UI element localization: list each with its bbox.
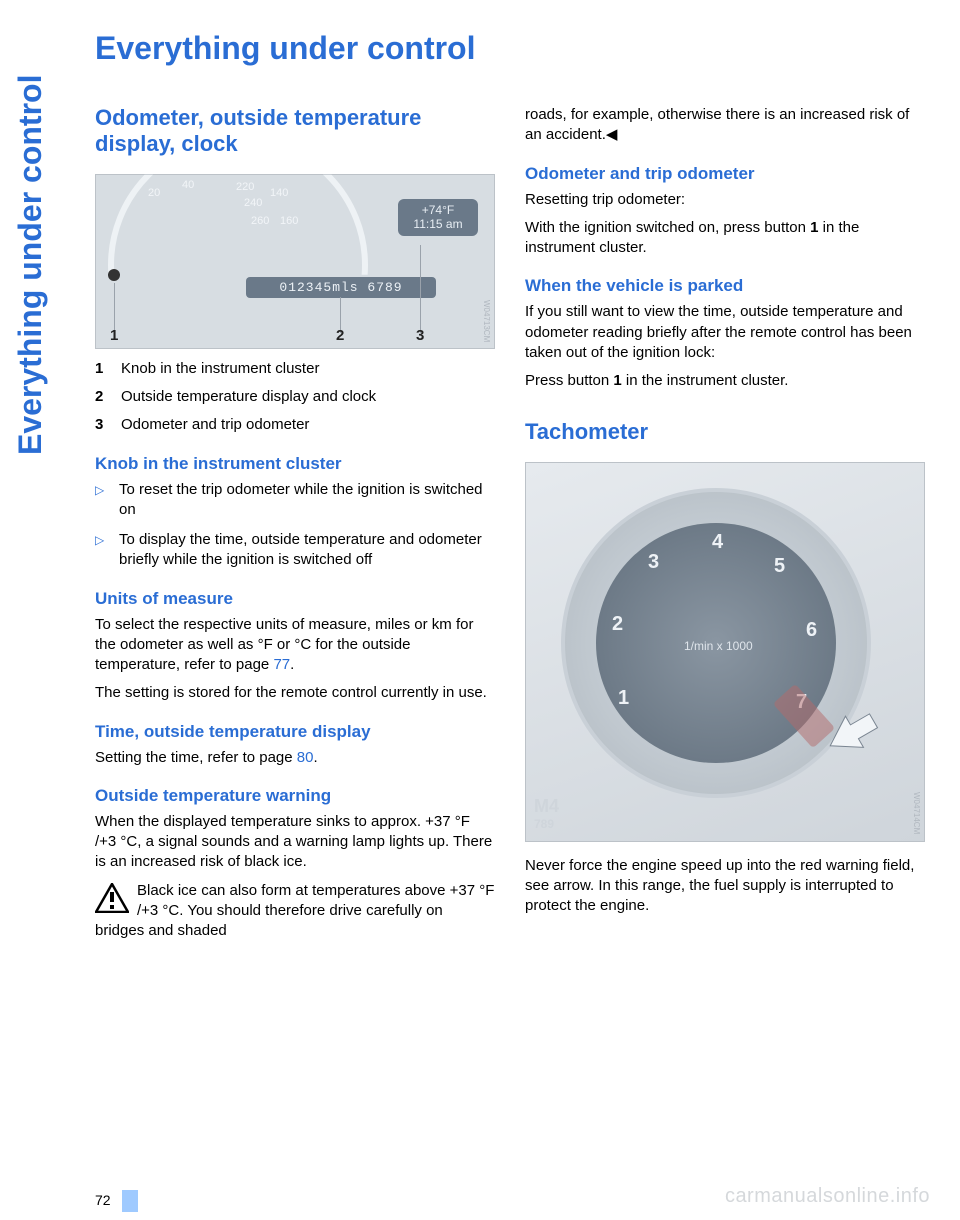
two-column-layout: Odometer, outside temperature display, c… [95, 105, 925, 949]
paragraph: When the displayed temperature sinks to … [95, 812, 495, 873]
button-ref: 1 [810, 219, 818, 236]
bullet-item: ▷ To reset the trip odometer while the i… [95, 480, 495, 521]
subheading-knob: Knob in the instrument cluster [95, 454, 495, 474]
gauge-tick: 220 [236, 181, 254, 193]
legend-num: 1 [95, 359, 109, 379]
corner-label: M4 789 [534, 796, 559, 831]
figure-legend: 1 Knob in the instrument cluster 2 Outsi… [95, 359, 495, 436]
subheading-time-temp: Time, outside temperature display [95, 722, 495, 742]
text: . [313, 749, 317, 766]
legend-num: 3 [95, 415, 109, 435]
triangle-bullet-icon: ▷ [95, 482, 109, 521]
page-link[interactable]: 77 [273, 656, 290, 673]
legend-item: 3 Odometer and trip odometer [95, 415, 495, 435]
legend-text: Outside temperature display and clock [121, 387, 376, 407]
temp-time-display: +74°F 11:15 am [398, 199, 478, 236]
text: in the instrument cluster. [622, 372, 789, 389]
section-heading-tachometer: Tachometer [525, 419, 925, 445]
corner-text: M4 [534, 796, 559, 817]
page-number-bar [122, 1190, 138, 1212]
paragraph: To select the respective units of measur… [95, 615, 495, 676]
bullet-text: To display the time, outside temperature… [119, 530, 495, 571]
dial-num: 3 [648, 551, 659, 574]
legend-text: Knob in the instrument cluster [121, 359, 319, 379]
legend-num: 2 [95, 387, 109, 407]
dial-num: 2 [612, 613, 623, 636]
arrow-icon [824, 709, 884, 769]
figure-code: W04713CM [482, 300, 491, 342]
page-body: Everything under control Odometer, outsi… [95, 30, 925, 1190]
corner-text: 789 [534, 817, 559, 831]
legend-item: 2 Outside temperature display and clock [95, 387, 495, 407]
warning-text: Black ice can also form at temperatures … [95, 882, 494, 940]
page-title: Everything under control [95, 30, 925, 67]
paragraph-continuation: roads, for example, otherwise there is a… [525, 105, 925, 146]
dial-num: 4 [712, 531, 723, 554]
odometer-display: 012345mls 6789 [246, 277, 436, 298]
figure-instrument-cluster: 20 40 140 220 240 260 160 +74°F 11:15 am… [95, 174, 495, 349]
text: . [290, 656, 294, 673]
warning-paragraph: Black ice can also form at temperatures … [95, 881, 495, 942]
section-heading-odometer: Odometer, outside temperature display, c… [95, 105, 495, 158]
dial-num: 5 [774, 555, 785, 578]
subheading-odo-trip: Odometer and trip odometer [525, 164, 925, 184]
page-number: 72 [95, 1192, 111, 1208]
paragraph: With the ignition switched on, press but… [525, 218, 925, 259]
callout-3: 3 [416, 327, 424, 344]
paragraph: Resetting trip odometer: [525, 190, 925, 210]
legend-text: Odometer and trip odometer [121, 415, 309, 435]
paragraph: Press button 1 in the instrument cluster… [525, 371, 925, 391]
warning-triangle-icon [95, 883, 129, 913]
bullet-text: To reset the trip odometer while the ign… [119, 480, 495, 521]
gauge-tick: 20 [148, 187, 160, 199]
subheading-units: Units of measure [95, 589, 495, 609]
gauge-tick: 260 [251, 215, 269, 227]
gauge-tick: 40 [182, 179, 194, 191]
paragraph: If you still want to view the time, outs… [525, 302, 925, 363]
subheading-parked: When the vehicle is parked [525, 276, 925, 296]
page-link[interactable]: 80 [297, 749, 314, 766]
side-running-title: Everything under control [12, 75, 49, 455]
text: Setting the time, refer to page [95, 749, 297, 766]
temp-value: +74°F [400, 203, 476, 217]
legend-item: 1 Knob in the instrument cluster [95, 359, 495, 379]
subheading-temp-warning: Outside temperature warning [95, 786, 495, 806]
callout-1: 1 [110, 327, 118, 344]
text: Press button [525, 372, 613, 389]
left-column: Odometer, outside temperature display, c… [95, 105, 495, 949]
gauge-tick: 240 [244, 197, 262, 209]
dial-label: 1/min x 1000 [684, 639, 753, 653]
gauge-tick: 140 [270, 187, 288, 199]
paragraph: Setting the time, refer to page 80. [95, 748, 495, 768]
callout-2: 2 [336, 327, 344, 344]
figure-code: W04714CM [912, 792, 921, 834]
figure-tachometer: 1 2 3 4 5 6 7 1/min x 1000 M4 789 W04714… [525, 462, 925, 842]
triangle-bullet-icon: ▷ [95, 532, 109, 571]
bullet-item: ▷ To display the time, outside temperatu… [95, 530, 495, 571]
text: With the ignition switched on, press but… [525, 219, 810, 236]
time-value: 11:15 am [400, 217, 476, 231]
right-column: roads, for example, otherwise there is a… [525, 105, 925, 949]
dial-num: 1 [618, 687, 629, 710]
paragraph: The setting is stored for the remote con… [95, 683, 495, 703]
gauge-tick: 160 [280, 215, 298, 227]
dial-num: 6 [806, 619, 817, 642]
button-ref: 1 [613, 372, 621, 389]
paragraph: Never force the engine speed up into the… [525, 856, 925, 917]
watermark: carmanualsonline.info [725, 1185, 930, 1208]
